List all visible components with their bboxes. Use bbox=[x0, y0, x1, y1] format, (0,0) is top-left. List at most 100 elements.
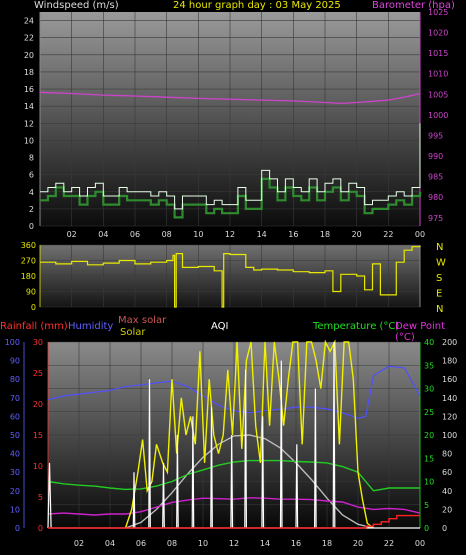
y-tick-label-direction: 180 bbox=[21, 272, 36, 281]
solar-legend: Solar bbox=[120, 327, 146, 338]
y-tick-label-humidity: 0 bbox=[15, 524, 20, 533]
x-tick-label: 10 bbox=[193, 230, 203, 239]
compass-label: W bbox=[436, 258, 446, 269]
y-tick-label-solar: 60 bbox=[442, 468, 452, 477]
compass-label: N bbox=[436, 242, 443, 253]
y-tick-label-humidity: 50 bbox=[10, 431, 20, 440]
maxsolar-legend: Max solar bbox=[118, 315, 167, 326]
x-tick-label: 20 bbox=[353, 539, 363, 548]
y-tick-label-humidity: 10 bbox=[10, 505, 20, 514]
y-tick-label-solar: 100 bbox=[442, 431, 457, 440]
y-tick-label-temperature: 40 bbox=[424, 338, 434, 347]
y-tick-label-temperature: 30 bbox=[424, 385, 434, 394]
y2-tick-label-baro: 1000 bbox=[428, 111, 448, 120]
y-tick-label-humidity: 90 bbox=[10, 357, 20, 366]
y-tick-label-temperature: 35 bbox=[424, 361, 434, 370]
windspeed-line bbox=[40, 177, 422, 219]
y-tick-label-temperature: 20 bbox=[424, 431, 434, 440]
x-tick-label: 06 bbox=[136, 539, 146, 548]
x-tick-label: 00 bbox=[415, 230, 425, 239]
y-tick-label-temperature: 15 bbox=[424, 454, 434, 463]
wind-axis-title: Windspeed (m/s) bbox=[34, 0, 119, 11]
y-tick-label-temperature: 5 bbox=[424, 501, 429, 510]
y-tick-label-humidity: 60 bbox=[10, 412, 20, 421]
y-tick-label-temperature: 10 bbox=[424, 478, 434, 487]
y2-tick-label-baro: 980 bbox=[428, 193, 443, 202]
y-tick-label-wind: 2 bbox=[29, 205, 34, 214]
y2-tick-label-baro: 1005 bbox=[428, 90, 448, 99]
gust-line bbox=[40, 123, 421, 210]
y2-tick-label-baro: 1015 bbox=[428, 49, 448, 58]
x-tick-label: 20 bbox=[352, 230, 362, 239]
y-tick-label-humidity: 30 bbox=[10, 468, 20, 477]
x-tick-label: 22 bbox=[384, 539, 394, 548]
y-tick-label-solar: 120 bbox=[442, 412, 457, 421]
y-tick-label-wind: 22 bbox=[24, 34, 34, 43]
x-tick-label: 06 bbox=[130, 230, 140, 239]
y2-tick-label-baro: 1025 bbox=[428, 8, 448, 17]
y-tick-label-humidity: 40 bbox=[10, 450, 20, 459]
y2-tick-label-baro: 990 bbox=[428, 152, 443, 161]
y-tick-label-solar: 180 bbox=[442, 357, 457, 366]
x-tick-label: 12 bbox=[225, 230, 235, 239]
y-tick-label-wind: 4 bbox=[29, 188, 34, 197]
barometer-line bbox=[39, 91, 421, 105]
x-tick-label: 22 bbox=[383, 230, 393, 239]
y2-tick-label-baro: 975 bbox=[428, 214, 443, 223]
y-tick-label-humidity: 70 bbox=[10, 394, 20, 403]
y-tick-label-wind: 18 bbox=[24, 68, 34, 77]
x-tick-label: 08 bbox=[162, 230, 172, 239]
x-tick-label: 02 bbox=[67, 230, 77, 239]
wind-barometer-panel: 0246810121416182022249759809859909951000… bbox=[24, 8, 449, 239]
rainfall-line bbox=[48, 514, 420, 529]
dewpoint-axis-title: Dew Point (°C) bbox=[395, 321, 446, 343]
chart-title: 24 hour graph day : 03 May 2025 bbox=[173, 0, 341, 11]
y-tick-label-solar: 80 bbox=[442, 450, 452, 459]
aqi-legend: AQI bbox=[211, 321, 229, 332]
y-tick-label-wind: 0 bbox=[29, 222, 34, 231]
x-tick-label: 18 bbox=[320, 230, 330, 239]
y-tick-label-wind: 16 bbox=[24, 85, 34, 94]
x-tick-label: 08 bbox=[167, 539, 177, 548]
y-tick-label-direction: 0 bbox=[31, 303, 36, 312]
y-tick-label-direction: 360 bbox=[21, 241, 36, 250]
y-tick-label-solar: 0 bbox=[442, 524, 447, 533]
y-tick-label-rainfall: 5 bbox=[38, 493, 43, 502]
y-tick-label-wind: 12 bbox=[24, 119, 34, 128]
solar-line bbox=[124, 339, 374, 529]
x-tick-label: 16 bbox=[291, 539, 301, 548]
temperature-axis-title: Temperature (°C) bbox=[313, 321, 400, 332]
max-solar-line bbox=[125, 434, 374, 529]
rain-axis-title: Rainfall (mm) bbox=[0, 321, 68, 332]
y-tick-label-rainfall: 10 bbox=[33, 462, 43, 471]
x-tick-label: 02 bbox=[74, 539, 84, 548]
y-tick-label-rainfall: 20 bbox=[33, 400, 43, 409]
y2-tick-label-baro: 985 bbox=[428, 173, 443, 182]
compass-label: N bbox=[436, 304, 443, 315]
y2-tick-label-baro: 1020 bbox=[428, 29, 448, 38]
y-tick-label-rainfall: 15 bbox=[33, 431, 43, 440]
y-tick-label-solar: 160 bbox=[442, 375, 457, 384]
x-tick-label: 16 bbox=[288, 230, 298, 239]
y-tick-label-temperature: 25 bbox=[424, 408, 434, 417]
compass-label: S bbox=[436, 273, 442, 284]
y2-tick-label-baro: 995 bbox=[428, 131, 443, 140]
x-tick-label: 14 bbox=[260, 539, 270, 548]
y-tick-label-temperature: 0 bbox=[424, 524, 429, 533]
x-tick-label: 04 bbox=[98, 230, 108, 239]
y-tick-label-solar: 20 bbox=[442, 505, 452, 514]
y-tick-label-rainfall: 25 bbox=[33, 369, 43, 378]
rain-humidity-solar-temperature-panel: 0510152025303540020406080100120140160180… bbox=[5, 338, 458, 548]
y-tick-label-rainfall: 0 bbox=[38, 524, 43, 533]
y-tick-label-humidity: 100 bbox=[5, 338, 20, 347]
y-tick-label-solar: 140 bbox=[442, 394, 457, 403]
y-tick-label-humidity: 20 bbox=[10, 487, 20, 496]
x-tick-label: 00 bbox=[415, 539, 425, 548]
humidity-line bbox=[47, 365, 421, 419]
y-tick-label-direction: 90 bbox=[26, 288, 36, 297]
header-row-3: Rainfall (mm) Humidity Max solar Solar A… bbox=[0, 315, 466, 343]
x-tick-label: 10 bbox=[198, 539, 208, 548]
wind-direction-line bbox=[40, 245, 421, 308]
